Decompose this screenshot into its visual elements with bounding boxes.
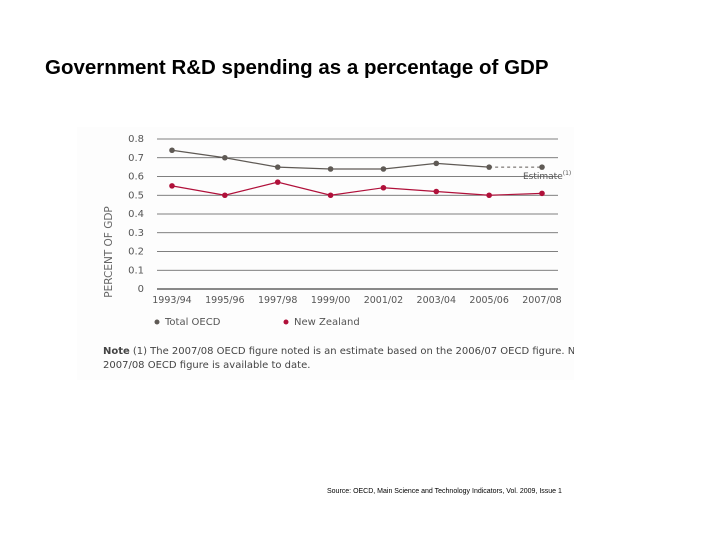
x-tick-label: 1993/94 — [152, 295, 191, 306]
data-point — [327, 166, 334, 172]
data-point — [433, 160, 440, 167]
legend-marker-total-oecd — [154, 319, 160, 325]
y-tick-label: 0.7 — [128, 153, 144, 164]
estimate-text: Estimate — [523, 172, 563, 182]
series-line-1 — [171, 181, 543, 196]
y-tick-label: 0.6 — [128, 172, 144, 183]
chart-note-line2: 2007/08 OECD figure is available to date… — [103, 360, 310, 371]
legend-label-new-zealand: New Zealand — [294, 317, 360, 328]
data-point — [486, 192, 492, 199]
y-tick-label: 0.8 — [128, 134, 144, 145]
legend-label-total-oecd: Total OECD — [164, 317, 221, 328]
x-tick-label: 1999/00 — [311, 295, 350, 306]
x-tick-label: 2005/06 — [469, 295, 508, 306]
data-point — [222, 154, 228, 161]
line-chart: 0 0.1 0.2 0.3 0.4 0.5 0.6 0.7 0.8 1993/94 1995/96… — [103, 134, 574, 371]
legend-marker-new-zealand — [283, 319, 289, 325]
data-point — [380, 166, 387, 172]
note-label: Note — [103, 346, 130, 357]
data-point — [486, 164, 492, 170]
y-tick-label: 0.5 — [128, 190, 144, 201]
y-tick-label: 0.1 — [128, 265, 144, 276]
data-point — [222, 192, 228, 199]
chart-note: Note (1) The 2007/08 OECD figure noted is… — [103, 346, 574, 357]
data-point — [274, 164, 281, 170]
slide-title: Government R&D spending as a percentage … — [45, 56, 549, 79]
note-text-line1: (1) The 2007/08 OECD figure noted is an … — [133, 346, 574, 357]
x-tick-label: 1995/96 — [205, 295, 244, 306]
data-point — [274, 179, 281, 185]
y-tick-label: 0.3 — [128, 228, 144, 239]
x-tick-label: 2003/04 — [417, 295, 456, 306]
series-line-0 — [171, 149, 490, 170]
data-point — [380, 184, 387, 191]
y-tick-label: 0.2 — [128, 247, 144, 258]
data-point — [169, 147, 175, 154]
data-point — [433, 188, 440, 195]
estimate-superscript: (1) — [563, 170, 572, 177]
data-point — [539, 190, 545, 197]
chart-panel: 0 0.1 0.2 0.3 0.4 0.5 0.6 0.7 0.8 1993/94 1995/96… — [77, 127, 574, 380]
source-citation: Source: OECD, Main Science and Technolog… — [327, 488, 562, 495]
data-point — [169, 183, 175, 189]
x-tick-label: 1997/98 — [258, 295, 297, 306]
x-tick-label: 2007/08 — [522, 295, 561, 306]
y-axis-label: PERCENT OF GDP — [103, 206, 115, 298]
estimate-annotation: Estimate(1) — [523, 170, 571, 182]
y-tick-label: 0.4 — [128, 209, 144, 220]
y-tick-label: 0 — [138, 284, 144, 295]
x-tick-label: 2001/02 — [364, 295, 403, 306]
data-point — [327, 192, 334, 199]
legend: Total OECD New Zealand — [154, 317, 360, 328]
data-point — [539, 164, 545, 170]
